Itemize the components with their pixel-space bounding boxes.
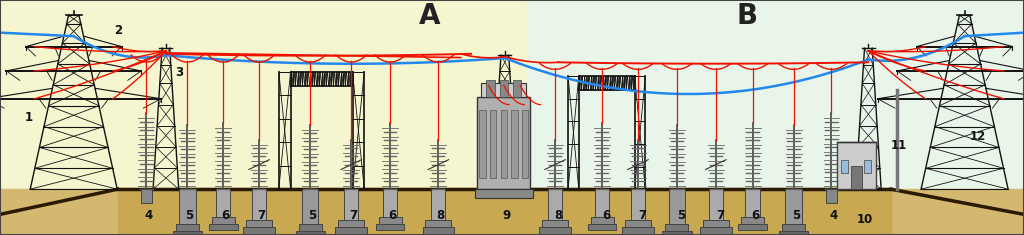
Bar [527,0,1024,189]
Bar [477,97,530,189]
Text: 8: 8 [436,208,444,222]
Bar [376,223,404,230]
Bar [252,189,266,220]
Bar [425,220,452,227]
Bar [864,160,871,173]
Bar [527,0,1024,189]
Bar [179,189,196,224]
Bar [631,189,645,220]
Bar [383,189,397,217]
Text: 4: 4 [829,208,838,222]
Bar [379,217,401,223]
Bar [738,223,767,230]
Text: 7: 7 [638,208,646,222]
Bar [522,110,528,178]
Bar [216,189,230,217]
Bar [540,227,570,234]
Bar [486,80,495,97]
Text: 3: 3 [175,66,183,79]
Text: 6: 6 [602,208,610,222]
Bar [669,189,685,224]
Bar [666,224,688,231]
Bar [431,189,445,220]
Bar [212,217,234,223]
Bar [299,224,322,231]
Bar [837,142,876,189]
Bar [336,227,367,234]
Bar [176,224,199,231]
Bar [700,227,731,234]
Text: 10: 10 [857,213,873,226]
Text: 2: 2 [114,24,122,37]
Bar [595,189,609,217]
Text: 9: 9 [503,208,511,222]
Bar [709,189,723,220]
Bar [344,189,358,220]
Bar [173,231,202,235]
Text: 6: 6 [752,208,760,222]
Bar [826,189,837,203]
Text: 7: 7 [716,208,724,222]
Text: 4: 4 [144,208,153,222]
Bar [851,166,861,189]
Text: B: B [737,2,758,31]
Text: 11: 11 [891,139,907,152]
Bar [591,217,613,223]
Bar [513,80,521,97]
Text: 8: 8 [554,208,562,222]
Text: 5: 5 [677,208,685,222]
Bar [779,231,808,235]
Bar [841,160,848,173]
Bar [663,231,691,235]
Bar [542,220,568,227]
Bar [481,83,526,97]
Bar [479,110,485,178]
Bar [702,220,729,227]
Text: 7: 7 [257,208,265,222]
Bar [474,189,534,198]
Bar [141,189,152,203]
Bar [625,220,651,227]
Bar [209,223,238,230]
Bar [244,227,274,234]
Bar [118,188,891,235]
Bar [0,0,527,189]
Bar [0,0,1024,189]
Bar [588,223,616,230]
Bar [623,227,653,234]
Bar [501,110,507,178]
Bar [500,80,508,97]
Text: 1: 1 [25,111,33,124]
Text: 6: 6 [221,208,229,222]
Text: 7: 7 [349,208,357,222]
Bar [785,189,802,224]
Text: 6: 6 [388,208,396,222]
Bar [741,217,764,223]
Bar [782,224,805,231]
Text: 5: 5 [793,208,801,222]
Bar [490,110,497,178]
Text: A: A [420,2,440,31]
Bar [296,231,325,235]
Bar [338,220,365,227]
Bar [0,189,1024,235]
Text: 5: 5 [185,208,194,222]
Text: 12: 12 [970,130,986,143]
Bar [745,189,760,217]
Bar [246,220,272,227]
Bar [423,227,454,234]
Text: 5: 5 [308,208,316,222]
Bar [511,110,517,178]
Bar [302,189,318,224]
Bar [548,189,562,220]
